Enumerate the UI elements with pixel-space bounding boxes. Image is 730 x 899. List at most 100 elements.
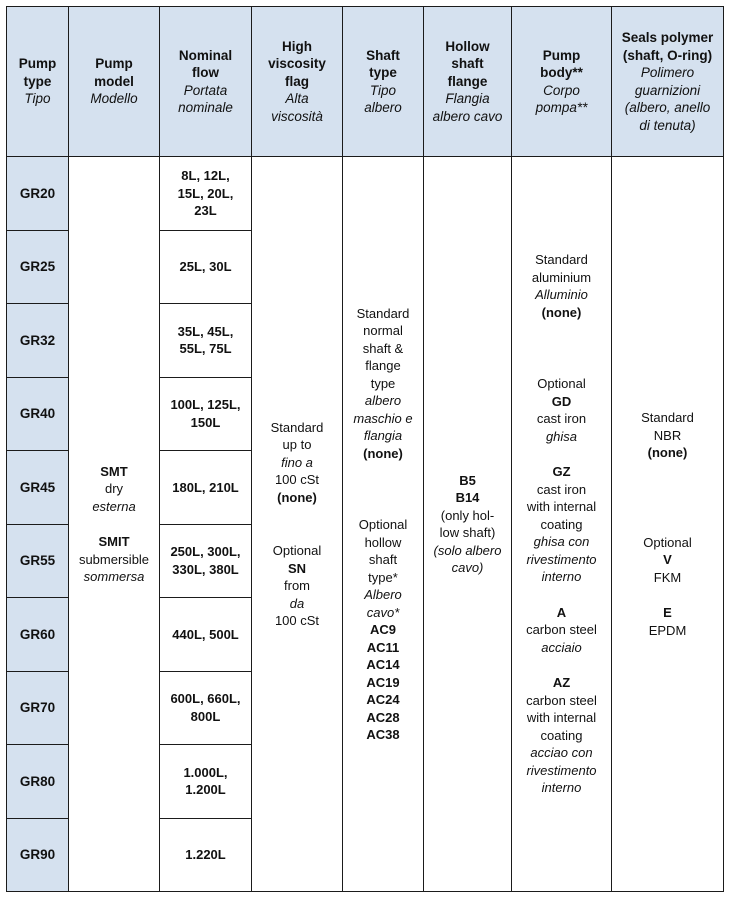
cell-text: cavo) <box>451 560 484 575</box>
cell-text: 600L, 660L, <box>170 691 241 707</box>
cell-text: GD <box>551 393 572 409</box>
cell-text: carbon steel <box>526 692 597 708</box>
cell-text: GR45 <box>19 479 56 495</box>
cell-text: Alta <box>285 91 309 107</box>
cell-text: viscosity <box>268 56 326 72</box>
cell-text: SN <box>287 560 307 576</box>
cell-text: fino a <box>281 454 313 470</box>
cell-text: Standard <box>270 419 324 435</box>
cell-text: Polimero <box>640 65 695 80</box>
cell-text: 15L, 20L, <box>177 185 234 201</box>
cell-text: pompa** <box>535 100 588 115</box>
cell-text: Optional <box>272 543 322 558</box>
cell-text: type <box>369 65 397 80</box>
cell-text: 100 cSt <box>274 613 320 628</box>
cell-text: 440L, 500L <box>172 626 239 642</box>
pump-type-cell: GR20 <box>6 156 69 231</box>
cell-text: carbon steel <box>526 622 597 638</box>
hollow-flange-cell: B5 B14 (only hol-low shaft) (solo albero cav… <box>423 156 512 892</box>
cell-text: cast iron <box>536 481 587 497</box>
nominal-flow-cell: 600L, 660L, 800L <box>159 670 252 745</box>
pump-type-cell: GR70 <box>6 670 69 745</box>
cell-text: Tipo <box>369 82 397 98</box>
pump-type-cell: GR60 <box>6 597 69 672</box>
cell-text: EPDM <box>648 622 687 638</box>
cell-text: guarnizioni <box>634 82 701 98</box>
header-nominal-flow: Nominal flow Portata nominale <box>159 6 252 157</box>
cell-text: A <box>556 604 567 620</box>
cell-text: Pump <box>95 56 133 72</box>
cell-text: AC14 <box>366 657 400 672</box>
cell-text: (shaft, O-ring) <box>622 47 713 63</box>
cell-text: cavo* <box>366 604 400 620</box>
seals-cell: Standard NBR (none) Optional V FKM E EPDM <box>611 156 724 892</box>
cell-text: flange <box>365 358 401 373</box>
cell-text: GR80 <box>19 773 56 789</box>
cell-text: 180L, 210L <box>172 479 239 495</box>
cell-text: interno <box>541 780 582 796</box>
pump-model-cell: SMT dry esterna SMIT submersible sommersa <box>68 156 160 892</box>
cell-text: da <box>289 595 305 611</box>
cell-text: GR20 <box>19 185 56 201</box>
cell-text: coating <box>540 727 583 743</box>
cell-text: E <box>663 605 672 620</box>
cell-text: Tipo <box>24 91 51 107</box>
pump-type-cell: GR25 <box>6 229 69 304</box>
cell-text: maschio e <box>353 410 413 426</box>
cell-text: 1.000L, <box>183 764 228 780</box>
header-pump-model: Pump model Modello <box>68 6 160 157</box>
cell-text: 25L, 30L <box>179 259 232 274</box>
cell-text: cast iron <box>536 411 587 427</box>
cell-text: shaft & <box>362 340 404 356</box>
cell-text: coating <box>540 516 583 532</box>
cell-text: 1.220L <box>185 847 226 862</box>
cell-text: di tenuta) <box>639 117 696 133</box>
cell-text: FKM <box>653 569 682 585</box>
cell-text: normal <box>363 323 403 338</box>
cell-text: sommersa <box>83 569 145 584</box>
pump-type-cell: GR90 <box>6 817 69 892</box>
pump-type-cell: GR80 <box>6 744 69 819</box>
cell-text: flangia <box>363 428 403 443</box>
cell-text: 35L, 45L, <box>177 323 234 339</box>
cell-text: body** <box>540 65 583 80</box>
header-seals-polymer: Seals polymer (shaft, O-ring) Polimero guar… <box>611 6 724 157</box>
cell-text: 23L <box>194 203 217 218</box>
nominal-flow-cell: 440L, 500L <box>159 597 252 672</box>
cell-text: GR32 <box>19 332 56 348</box>
cell-text: acciaio <box>541 639 582 655</box>
cell-text: dry <box>104 481 124 496</box>
cell-text: Standard <box>641 410 694 425</box>
cell-text: Modello <box>90 91 138 107</box>
cell-text: 100L, 125L, <box>170 397 241 413</box>
cell-text: Hollow <box>445 38 490 54</box>
cell-text: Nominal <box>178 47 233 63</box>
cell-text: GR90 <box>19 847 56 862</box>
cell-text: B14 <box>455 490 480 505</box>
cell-text: SMIT <box>98 534 130 549</box>
cell-text: ghisa con <box>533 534 590 550</box>
cell-text: interno <box>541 569 582 585</box>
cell-text: High <box>282 38 312 54</box>
nominal-flow-cell: 250L, 300L, 330L, 380L <box>159 523 252 598</box>
cell-text: 1.200L <box>185 782 226 798</box>
cell-text: with internal <box>526 710 597 726</box>
cell-text: SMT <box>100 463 128 479</box>
nominal-flow-cell: 35L, 45L, 55L, 75L <box>159 303 252 378</box>
cell-text: Optional <box>643 534 692 550</box>
cell-text: GR25 <box>19 259 56 274</box>
cell-text: low shaft) <box>439 525 496 540</box>
cell-text: albero cavo <box>432 108 503 124</box>
nominal-flow-cell: 1.000L, 1.200L <box>159 744 252 819</box>
cell-text: Shaft <box>366 47 400 63</box>
pump-type-cell: GR55 <box>6 523 69 598</box>
cell-text: (none) <box>647 445 688 460</box>
cell-text: Optional <box>358 517 408 532</box>
cell-text: 800L <box>190 708 221 724</box>
cell-text: 100 cSt <box>274 472 320 487</box>
header-pump-type: Pump type Tipo <box>6 6 69 157</box>
header-shaft-type: Shaft type Tipo albero <box>342 6 424 157</box>
cell-text: Standard <box>535 252 588 268</box>
cell-text: (albero, anello <box>624 100 711 115</box>
cell-text: GR40 <box>19 406 56 421</box>
